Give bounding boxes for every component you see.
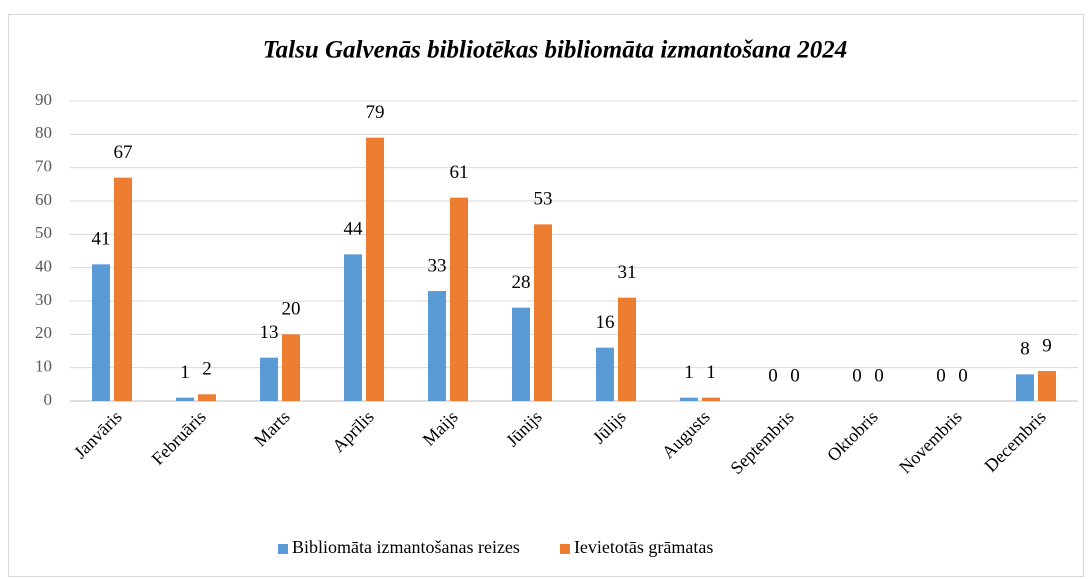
legend-swatch [278,544,288,554]
bar [198,394,216,401]
y-tick-label: 30 [35,290,52,309]
bar [428,291,446,401]
y-tick-label: 10 [35,357,52,376]
bar [92,264,110,401]
data-label: 2 [202,359,212,380]
data-label: 67 [114,142,133,163]
data-label: 16 [596,312,615,333]
legend-swatch [559,544,570,554]
data-label: 61 [450,162,469,183]
data-label: 13 [260,322,279,343]
data-label: 1 [684,362,694,383]
data-label: 53 [534,189,553,210]
data-label: 1 [706,362,716,383]
data-label: 0 [958,365,968,386]
data-label: 9 [1042,335,1052,356]
data-label: 28 [512,272,531,293]
y-tick-label: 90 [35,90,52,109]
bar [450,197,468,401]
bar [618,297,636,401]
y-tick-label: 70 [35,157,52,176]
data-label: 0 [874,365,884,386]
data-label: 8 [1020,339,1030,360]
bar [282,334,300,401]
legend-label: Bibliomāta izmantošanas reizes [292,537,520,557]
bar [114,177,132,401]
data-label: 41 [92,229,111,250]
bar [596,347,614,401]
bar [1016,374,1034,401]
data-label: 44 [344,219,364,240]
y-tick-label: 40 [35,257,52,276]
data-label: 31 [618,262,637,283]
y-tick-label: 80 [35,123,52,142]
data-label: 1 [180,362,190,383]
data-label: 79 [366,102,385,123]
legend-label: Ievietotās grāmatas [574,537,713,557]
bar [534,224,552,401]
bar [1038,371,1056,401]
data-label: 0 [936,365,946,386]
y-tick-label: 60 [35,190,52,209]
bar [680,397,698,401]
y-tick-label: 20 [35,323,52,342]
bar [176,397,194,401]
bar [344,254,362,401]
bar [702,397,720,401]
bar [512,307,530,401]
data-label: 0 [790,365,800,386]
bar [260,357,278,401]
chart-title: Talsu Galvenās bibliotēkas bibliomāta iz… [263,37,848,64]
y-tick-label: 50 [35,223,52,242]
data-label: 0 [852,365,862,386]
data-label: 20 [282,299,301,320]
data-label: 33 [428,255,447,276]
data-label: 0 [768,365,778,386]
bar [366,137,384,401]
y-tick-label: 0 [44,390,53,409]
